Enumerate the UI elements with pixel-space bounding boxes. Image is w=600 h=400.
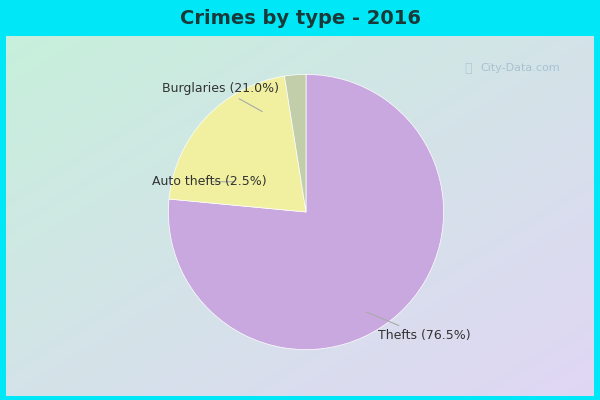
Wedge shape: [284, 74, 306, 212]
Wedge shape: [169, 74, 443, 350]
Wedge shape: [169, 76, 306, 212]
Text: Auto thefts (2.5%): Auto thefts (2.5%): [152, 175, 266, 188]
Text: Crimes by type - 2016: Crimes by type - 2016: [179, 8, 421, 28]
Text: Thefts (76.5%): Thefts (76.5%): [367, 312, 470, 342]
Text: ⓘ: ⓘ: [464, 62, 472, 74]
Text: City-Data.com: City-Data.com: [480, 63, 560, 73]
Text: Burglaries (21.0%): Burglaries (21.0%): [161, 82, 278, 112]
